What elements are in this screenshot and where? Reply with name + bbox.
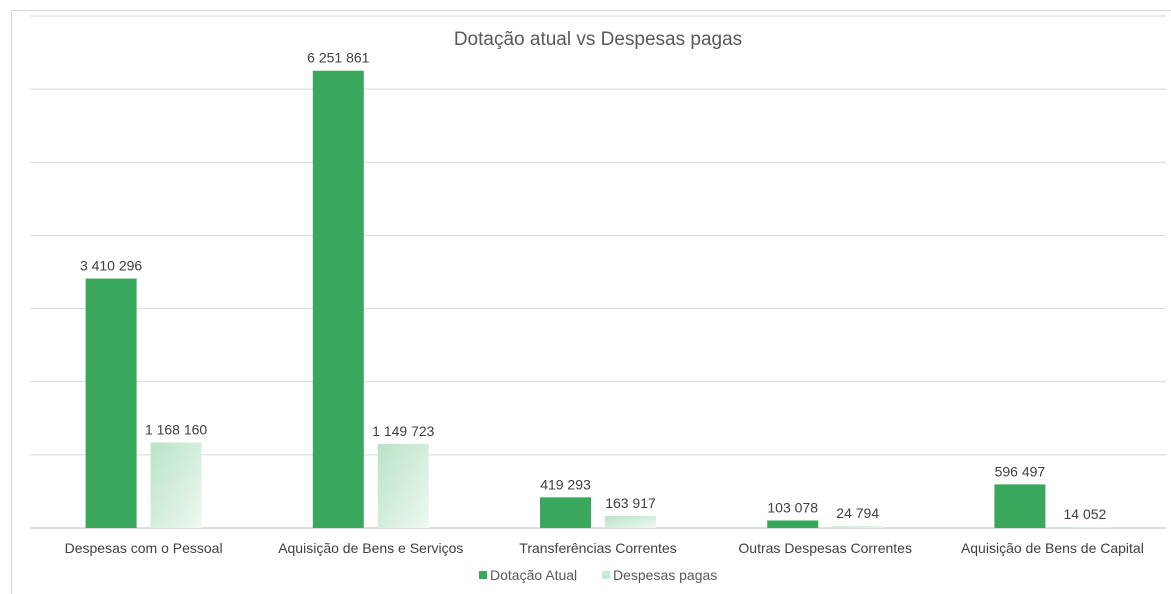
category-labels-group: Despesas com o Pessoal Aquisição de Bens …	[65, 540, 1144, 556]
data-labels-group: 3 410 296 1 168 160 6 251 861 1 149 723 419 …	[80, 50, 1107, 522]
data-label: 1 168 160	[145, 422, 207, 438]
data-label: 14 052	[1063, 506, 1106, 522]
legend-swatch-dotacao-atual	[479, 571, 487, 579]
data-label: 1 149 723	[372, 423, 434, 439]
category-label: Outras Despesas Correntes	[738, 540, 912, 556]
data-label: 6 251 861	[307, 50, 369, 66]
data-label: 163 917	[605, 495, 656, 511]
chart-frame-top-border	[11, 10, 1171, 11]
category-label: Aquisição de Bens e Serviços	[278, 540, 463, 556]
bar-despesas-pagas	[832, 526, 884, 528]
category-label: Aquisição de Bens de Capital	[961, 540, 1144, 556]
bar-despesas-pagas	[377, 443, 429, 528]
bars-group	[85, 70, 1111, 529]
legend: Dotação Atual Despesas pagas	[479, 567, 717, 583]
bar-despesas-pagas	[1059, 526, 1111, 528]
bar-dotacao-atual	[540, 497, 591, 528]
bar-despesas-pagas	[605, 516, 656, 528]
bar-dotacao-atual	[85, 278, 137, 528]
data-label: 103 078	[767, 499, 818, 515]
gridlines	[30, 15, 1166, 529]
data-label: 3 410 296	[80, 258, 142, 274]
data-label: 419 293	[540, 476, 591, 492]
chart-title: Dotação atual vs Despesas pagas	[454, 29, 742, 50]
chart-frame-left-border	[11, 10, 12, 594]
bar-dotacao-atual	[994, 484, 1046, 528]
bar-despesas-pagas	[150, 442, 202, 528]
legend-swatch-despesas-pagas	[602, 571, 610, 579]
category-label: Transferências Correntes	[519, 540, 676, 556]
legend-label-despesas-pagas: Despesas pagas	[613, 567, 717, 583]
bar-dotacao-atual	[312, 70, 364, 529]
category-label: Despesas com o Pessoal	[65, 540, 223, 556]
data-label: 24 794	[836, 505, 879, 521]
legend-label-dotacao-atual: Dotação Atual	[490, 567, 577, 583]
bar-dotacao-atual	[767, 520, 819, 528]
data-label: 596 497	[995, 463, 1046, 479]
